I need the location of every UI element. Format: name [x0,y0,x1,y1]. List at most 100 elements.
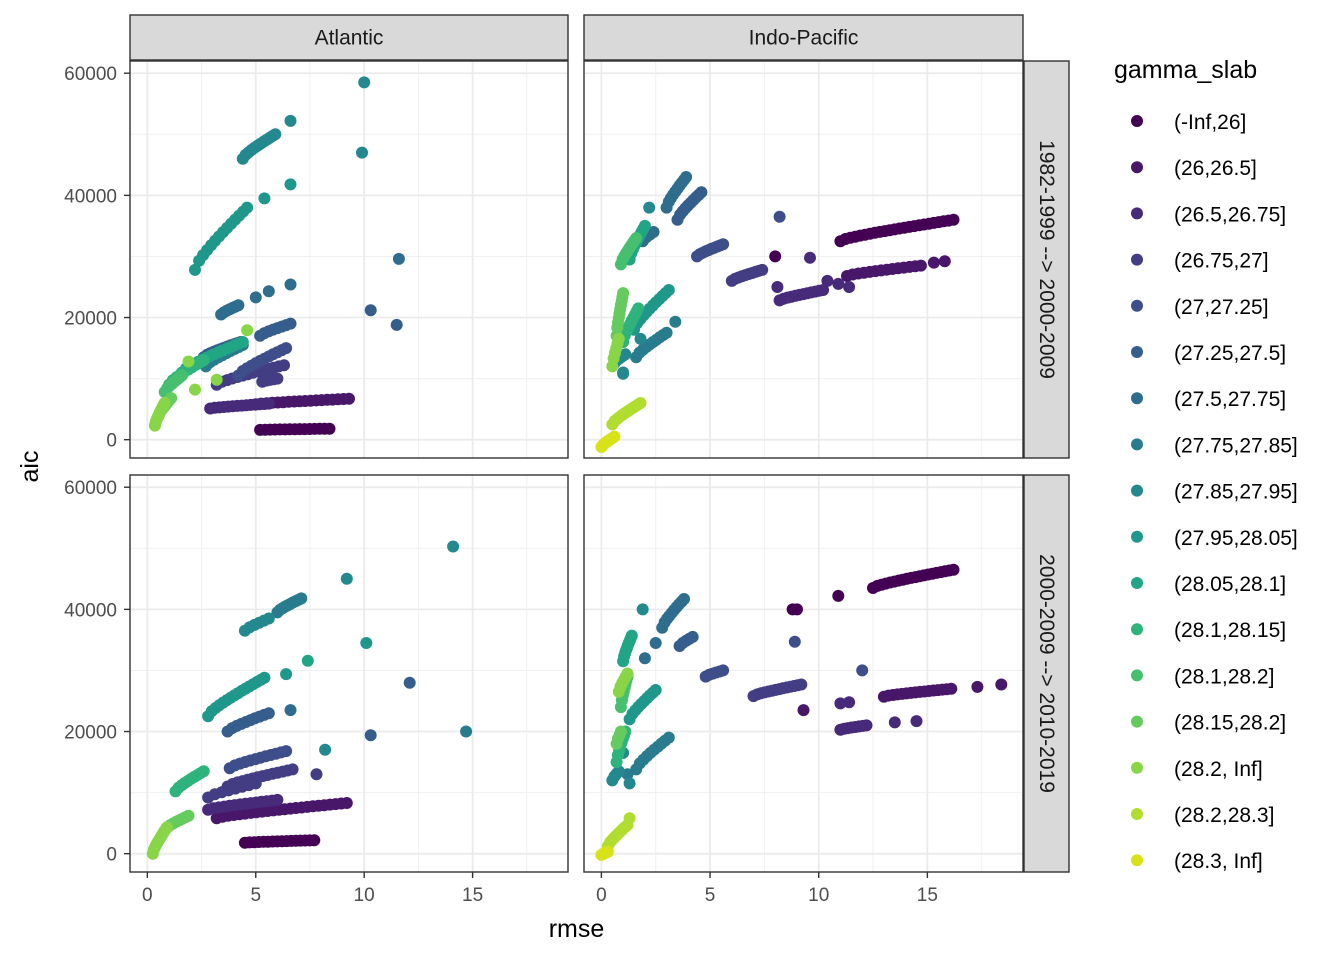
data-point [971,680,984,693]
data-point [938,255,951,268]
data-point [182,355,195,368]
data-point [258,192,271,205]
legend-label: (26,26.5] [1174,157,1257,180]
data-point [621,667,634,680]
data-point [717,238,730,251]
x-tick-label: 10 [808,885,829,906]
legend-label: (27.85,27.95] [1174,481,1298,504]
data-point [804,251,816,264]
data-point [756,263,769,276]
data-point [927,256,940,269]
y-tick-label: 20000 [64,723,117,744]
data-point [612,332,625,345]
data-point [769,250,782,263]
data-point [612,765,625,778]
data-point [158,397,171,409]
data-point [284,317,297,330]
data-point [280,342,293,355]
data-point [232,299,245,312]
x-tick-label: 0 [596,885,607,906]
data-point [160,821,173,834]
data-point [717,664,730,677]
data-point [360,637,373,649]
panel-border [129,60,569,459]
column-strip-label: Atlantic [315,27,384,50]
data-point [821,274,834,287]
data-point [262,612,275,625]
x-tick-label: 10 [354,885,375,906]
data-point [182,809,195,822]
legend-key [1131,623,1143,636]
data-point [647,226,660,238]
legend-label: (26.5,26.75] [1174,203,1286,226]
data-point [269,128,282,141]
data-point [632,302,645,315]
data-point [280,668,293,681]
data-point [832,589,845,602]
data-point [271,793,284,806]
panel-points [146,540,473,860]
x-axis-title: rmse [549,915,605,943]
data-point [614,725,627,738]
legend-label: (28.15,28.2] [1174,712,1286,735]
data-point [197,354,210,367]
data-point [625,629,638,642]
legend-key [1131,761,1143,774]
y-tick-label: 40000 [64,186,117,207]
data-point [617,287,630,300]
data-point [189,263,201,276]
data-point [649,637,662,649]
data-point [340,797,353,809]
data-point [358,76,371,89]
data-point [695,186,708,199]
data-point [392,252,405,265]
data-point [262,285,275,298]
data-point [797,704,810,717]
row-strip [1023,60,1070,459]
data-point [447,540,460,553]
data-point [888,716,901,729]
data-point [914,259,927,272]
panel-indo-pacific-row-2 [584,475,1023,872]
data-point [773,210,786,223]
legend-label: (27.75,27.85] [1174,434,1298,457]
legend-key [1131,854,1143,867]
data-point [601,845,614,858]
legend-key [1131,715,1143,728]
data-point [662,284,675,296]
row-strip-label: 1982-1999 --> 2000-2009 [1035,140,1058,379]
data-point [995,678,1008,691]
data-point [856,664,869,677]
legend-label: (28.1,28.15] [1174,619,1286,642]
legend-title: gamma_slab [1114,56,1257,84]
x-tick-label: 5 [250,885,261,906]
panel-background [130,475,568,872]
legend-key [1131,115,1143,127]
data-point [860,719,873,732]
row-strip [1023,474,1070,873]
legend-label: (27.25,27.5] [1174,342,1286,365]
legend-key [1131,207,1143,220]
data-point [284,278,297,291]
data-point [817,284,830,296]
data-point [403,676,416,689]
data-point [319,743,332,756]
data-point [364,304,377,317]
legend-key [1131,484,1143,497]
legend-key [1131,253,1143,266]
data-point [280,745,293,758]
data-point [832,277,845,290]
y-tick-label: 60000 [64,478,117,499]
panel-atlantic-row-2 [130,475,568,872]
legend-label: (27.5,27.75] [1174,388,1286,411]
legend-label: (28.1,28.2] [1174,665,1274,688]
legend-label: (28.05,28.1] [1174,573,1286,596]
data-point [460,725,473,738]
legend-label: (28.2,28.3] [1174,804,1274,827]
panel-points [595,171,960,453]
legend-key [1131,530,1143,543]
data-point [249,777,262,790]
data-point [945,682,958,695]
data-point [308,834,321,847]
data-point [843,281,856,293]
